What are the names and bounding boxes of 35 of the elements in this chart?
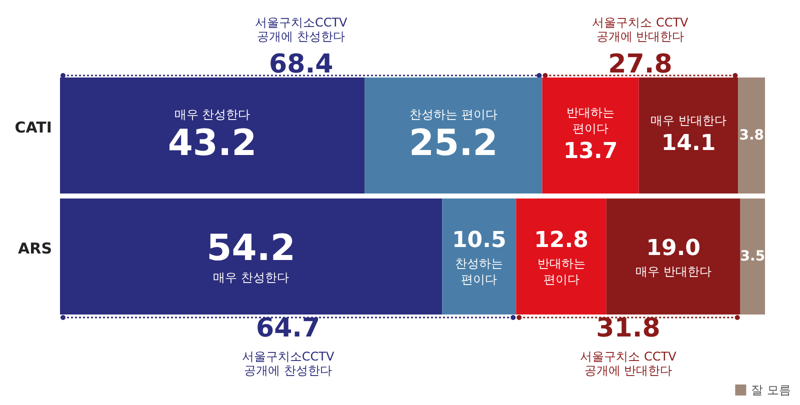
y-tick-label: CATI	[14, 118, 52, 136]
text: 매우 찬성한다	[213, 270, 289, 284]
series-label: 매우 반대한다	[650, 114, 726, 128]
data-label: 13.7	[563, 139, 618, 164]
bar	[516, 198, 606, 314]
bar	[738, 78, 765, 194]
bar	[364, 78, 542, 194]
bar	[740, 198, 765, 314]
data-label: 43.2	[168, 123, 257, 164]
text: 찬성하는 편이다	[409, 108, 498, 122]
series-label: 매우 찬성한다	[174, 108, 250, 122]
bar	[542, 78, 639, 194]
annotation: 27.8	[608, 50, 672, 80]
data-label: 25.2	[408, 123, 498, 164]
text: 서울구치소CCTV 공개에 찬성한다	[242, 350, 336, 378]
text: 서울구치소 CCTV 공개에 반대한다	[592, 16, 690, 44]
y-tick-label: ARS	[18, 240, 52, 258]
data-label: 19.0	[646, 236, 700, 261]
data-label: 3.5	[740, 248, 766, 264]
text: 매우 반대한다	[635, 264, 712, 278]
data-label: 54.2	[206, 228, 296, 269]
text: 서울구치소CCTV 공개에 찬성한다	[254, 16, 348, 44]
text: 64.7	[256, 314, 320, 344]
annotation: 68.4	[269, 50, 334, 80]
data-label: 14.1	[661, 131, 716, 156]
text: 서울구치소 CCTV 공개에 반대한다	[580, 350, 678, 378]
data-label: 3.8	[739, 128, 764, 144]
bar	[442, 198, 516, 314]
legend-label: 잘 모름	[751, 383, 792, 397]
data-label: 12.8	[534, 228, 588, 253]
series-label: 찬성하는 편이다	[455, 256, 504, 286]
series-label: 반대하는 편이다	[537, 256, 586, 286]
text: 반대하는 편이다	[566, 106, 615, 136]
text: 31.8	[596, 314, 660, 344]
data-label: 10.5	[452, 228, 506, 253]
